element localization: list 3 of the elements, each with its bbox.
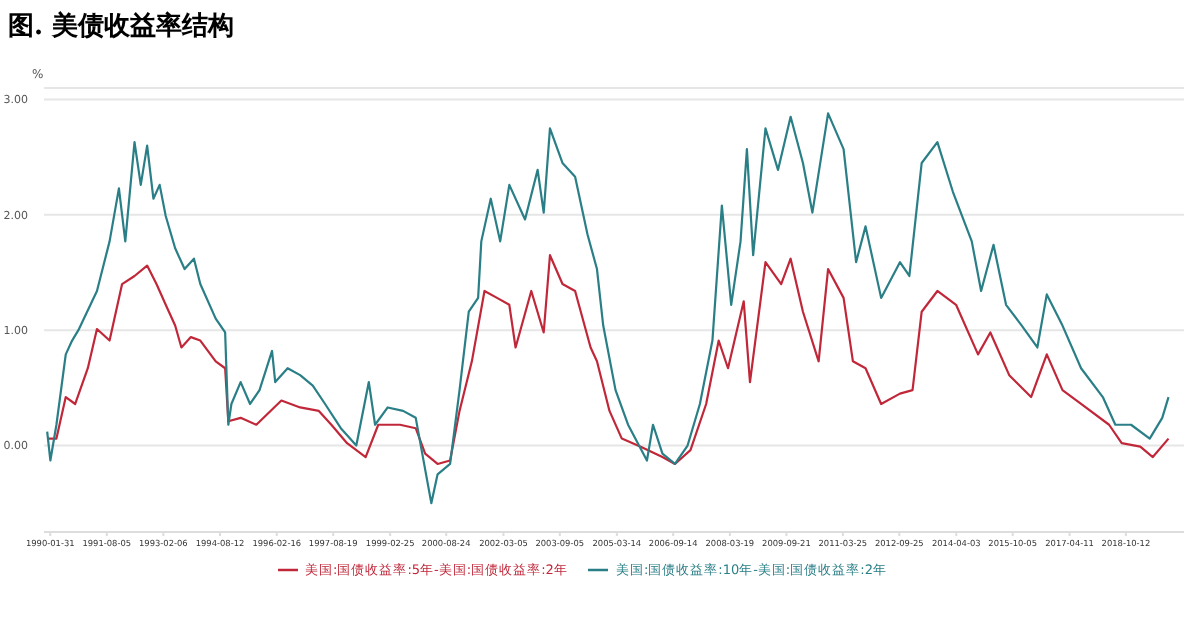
line-series	[46, 112, 1170, 505]
chart-title: 图. 美债收益率结构	[8, 9, 235, 44]
line-series	[46, 254, 1170, 466]
